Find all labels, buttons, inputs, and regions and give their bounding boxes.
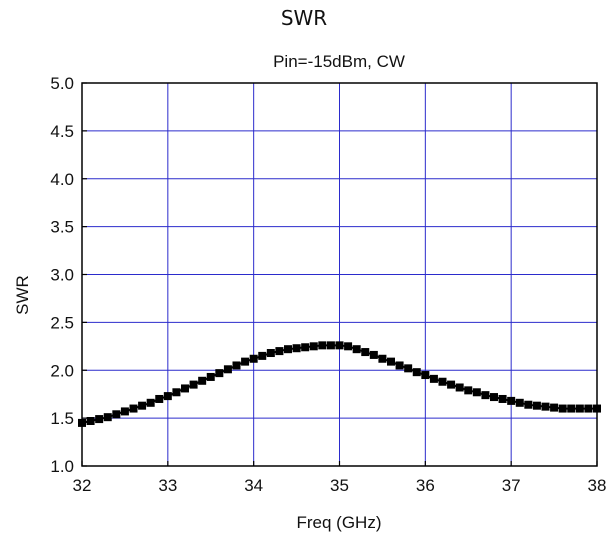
data-point	[438, 377, 447, 386]
data-point	[481, 391, 490, 400]
data-point	[490, 393, 498, 402]
y-tick-label: 1.5	[50, 409, 74, 428]
data-point	[103, 413, 112, 422]
data-point	[412, 368, 421, 377]
data-point	[550, 403, 559, 412]
data-point	[361, 348, 370, 357]
data-point	[181, 384, 189, 393]
data-point	[86, 416, 95, 425]
x-tick-label: 35	[330, 476, 349, 495]
data-point	[258, 351, 267, 360]
data-point	[275, 347, 284, 356]
y-tick-label: 4.5	[50, 122, 74, 141]
grid-lines	[82, 83, 597, 466]
data-point	[378, 354, 387, 363]
data-point	[447, 380, 456, 389]
data-point	[395, 361, 404, 370]
data-point	[524, 400, 533, 409]
data-point	[404, 364, 413, 373]
data-point	[223, 365, 232, 374]
data-point	[206, 372, 215, 381]
x-tick-label: 37	[502, 476, 521, 495]
axis-ticks: 32 33 34 35 36 37 38 1.0 1.5 2.0 2.5 3.0 3.5 4.0 4.5 5.…	[50, 74, 606, 495]
data-point	[266, 349, 275, 358]
data-point	[387, 357, 395, 366]
data-point	[198, 376, 207, 385]
data-point	[455, 383, 464, 392]
data-point	[249, 354, 258, 363]
y-tick-label: 5.0	[50, 74, 74, 93]
data-point	[284, 345, 292, 354]
data-point	[189, 380, 198, 389]
data-point	[112, 410, 121, 419]
data-point	[352, 345, 361, 354]
data-point	[507, 396, 516, 405]
x-tick-label: 32	[73, 476, 92, 495]
y-tick-label: 2.5	[50, 313, 74, 332]
x-tick-label: 34	[244, 476, 263, 495]
y-tick-label: 4.0	[50, 170, 74, 189]
data-point	[309, 342, 318, 351]
data-point	[146, 398, 155, 407]
data-point	[575, 404, 584, 413]
data-point	[567, 404, 576, 413]
chart-subtitle: Pin=-15dBm, CW	[273, 52, 405, 71]
y-tick-label: 1.0	[50, 457, 74, 476]
x-axis-title: Freq (GHz)	[297, 513, 382, 532]
data-point	[429, 374, 438, 383]
data-point	[421, 371, 430, 380]
data-point	[172, 388, 181, 397]
data-point	[541, 402, 550, 411]
data-point	[515, 398, 524, 407]
data-point	[138, 401, 147, 410]
data-point	[532, 401, 541, 410]
data-point	[241, 357, 250, 366]
page-title: SWR	[280, 6, 328, 30]
data-point	[472, 388, 481, 397]
data-point	[292, 344, 301, 353]
x-tick-label: 33	[158, 476, 177, 495]
y-axis-title: SWR	[13, 275, 32, 315]
x-tick-label: 38	[588, 476, 607, 495]
swr-series	[78, 341, 601, 427]
data-point	[326, 341, 335, 350]
x-tick-label: 36	[416, 476, 435, 495]
y-tick-label: 3.5	[50, 218, 74, 237]
data-point	[318, 341, 327, 350]
data-point	[301, 343, 310, 352]
data-point	[464, 386, 473, 395]
data-point	[335, 341, 344, 350]
data-point	[155, 394, 164, 403]
y-tick-label: 3.0	[50, 266, 74, 285]
data-point	[369, 350, 378, 359]
y-tick-label: 2.0	[50, 361, 74, 380]
data-point	[215, 369, 224, 378]
data-point	[344, 342, 353, 351]
data-point	[95, 415, 104, 424]
data-point	[163, 392, 172, 401]
data-point	[584, 404, 593, 413]
data-point	[558, 404, 567, 413]
data-point	[129, 404, 138, 413]
data-point	[120, 407, 129, 416]
data-point	[498, 394, 507, 403]
data-point	[232, 361, 241, 370]
